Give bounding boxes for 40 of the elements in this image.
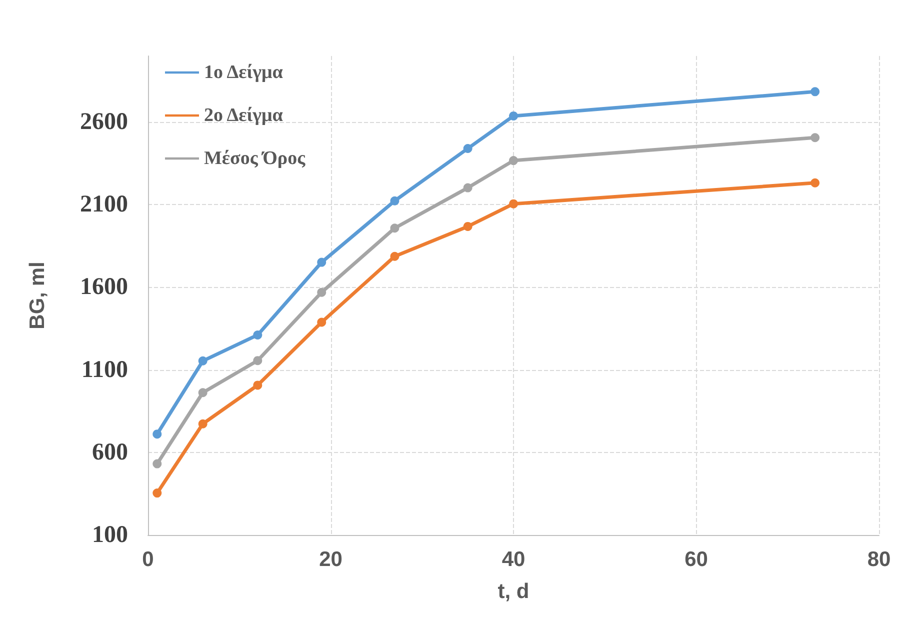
point [810,87,820,96]
x-tick-label: 60 [684,548,708,571]
point [390,252,400,261]
y-tick-label: 600 [92,439,128,466]
point [152,488,162,498]
point [810,178,820,188]
point [509,156,518,166]
point [152,459,162,468]
point [463,183,472,192]
point [253,356,262,366]
x-tick-label: 40 [502,548,526,571]
point [463,222,472,231]
legend-label: Μέσος Όρος [204,148,306,169]
x-tick-label: 20 [319,548,342,571]
point [198,419,208,428]
point [509,111,518,120]
point [390,196,400,206]
point [463,144,472,153]
point [253,380,262,390]
point [152,430,162,439]
y-tick-label: 1100 [81,356,128,383]
point [253,330,262,340]
legend-label: 1ο Δείγμα [204,62,284,83]
y-axis-title: BG, ml [26,262,49,330]
point [198,388,208,398]
point [198,356,208,366]
point [317,318,326,327]
y-tick-label: 2100 [80,192,128,218]
x-tick-label: 0 [142,548,154,571]
point [317,258,326,267]
point [317,288,326,297]
point [509,199,518,208]
legend-label: 2ο Δείγμα [204,105,284,126]
x-axis-title: t, d [498,580,530,603]
x-tick-label: 80 [867,548,891,571]
y-tick-label: 100 [92,522,128,548]
point [810,133,820,142]
point [390,224,400,233]
y-tick-label: 1600 [80,274,128,300]
y-tick-label: 2600 [80,109,128,136]
